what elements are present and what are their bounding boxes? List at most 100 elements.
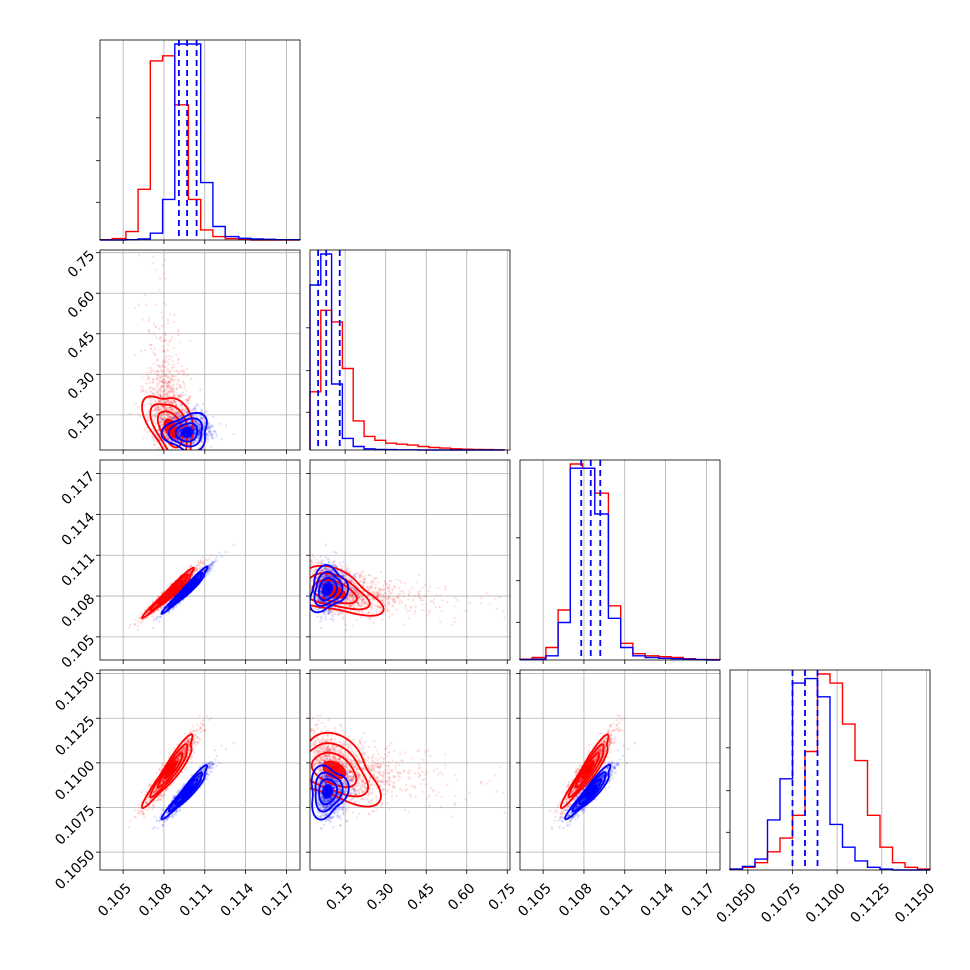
sample-point	[205, 558, 209, 562]
sample-point	[167, 383, 171, 387]
sample-point	[403, 623, 407, 626]
sample-point	[387, 589, 390, 593]
sample-point	[155, 377, 159, 381]
sample-point	[170, 375, 174, 378]
sample-point	[424, 594, 427, 598]
sample-point	[172, 375, 175, 378]
sample-point	[141, 376, 144, 379]
sample-point	[162, 429, 165, 433]
sample-point	[152, 388, 155, 391]
sample-point	[387, 590, 391, 594]
sample-point	[480, 602, 483, 605]
sample-point	[189, 564, 193, 567]
sample-point	[166, 384, 169, 388]
sample-point	[155, 391, 158, 394]
sample-point	[171, 366, 175, 370]
sample-point	[176, 383, 179, 386]
sample-point	[168, 386, 171, 389]
sample-point	[182, 373, 185, 377]
sample-point	[162, 340, 165, 343]
sample-point	[345, 564, 348, 567]
sample-point	[169, 381, 172, 385]
sample-point	[351, 597, 355, 600]
sample-point	[177, 434, 180, 438]
sample-point	[361, 600, 364, 603]
sample-point	[183, 371, 186, 375]
sample-point	[158, 408, 161, 411]
sample-point	[357, 610, 360, 613]
sample-point	[156, 382, 160, 385]
sample-point	[379, 587, 382, 590]
sample-point	[356, 604, 359, 607]
sample-point	[322, 594, 326, 597]
sample-point	[377, 587, 380, 590]
sample-point	[352, 596, 355, 599]
sample-point	[421, 586, 424, 589]
sample-point	[164, 401, 168, 405]
sample-point	[166, 349, 169, 352]
sample-point	[376, 591, 379, 595]
sample-point	[169, 400, 172, 403]
sample-point	[327, 557, 330, 560]
sample-point	[159, 336, 162, 339]
sample-point	[154, 304, 158, 307]
sample-point	[180, 393, 183, 397]
sample-point	[369, 586, 372, 589]
sample-point	[444, 588, 447, 591]
sample-point	[387, 585, 390, 589]
sample-point	[166, 389, 169, 392]
sample-point	[134, 808, 137, 812]
sample-point	[365, 604, 369, 607]
sample-point	[158, 401, 162, 404]
sample-point	[181, 380, 185, 383]
sample-point	[383, 603, 386, 606]
sample-point	[164, 408, 167, 411]
sample-point	[162, 405, 165, 408]
sample-point	[140, 611, 143, 615]
sample-point	[208, 718, 211, 721]
sample-point	[360, 598, 363, 601]
sample-point	[156, 389, 159, 392]
sample-point	[153, 352, 156, 356]
sample-point	[338, 561, 342, 564]
sample-point	[163, 381, 167, 384]
sample-point	[365, 612, 369, 616]
sample-point	[149, 391, 152, 394]
sample-point	[160, 780, 163, 783]
sample-point	[168, 406, 172, 409]
sample-point	[180, 406, 184, 409]
sample-point	[141, 618, 145, 621]
sample-point	[319, 587, 323, 591]
sample-point	[157, 407, 160, 410]
sample-point	[341, 564, 344, 568]
sample-point	[360, 599, 364, 603]
sample-point	[351, 580, 354, 584]
sample-point	[154, 400, 157, 403]
sample-point	[161, 395, 164, 399]
sample-point	[157, 327, 161, 331]
sample-point	[331, 582, 335, 585]
sample-point	[145, 413, 148, 416]
sample-point	[346, 597, 349, 601]
sample-point	[409, 605, 413, 608]
sample-point	[363, 575, 367, 578]
sample-point	[160, 384, 164, 387]
sample-point	[164, 393, 167, 396]
sample-point	[166, 367, 169, 370]
sample-point	[350, 593, 354, 597]
sample-point	[345, 598, 348, 602]
sample-point	[162, 369, 165, 372]
sample-point	[128, 117, 130, 119]
sample-point	[137, 405, 140, 409]
sample-point	[157, 373, 160, 377]
sample-point	[330, 574, 333, 578]
sample-point	[148, 381, 151, 385]
sample-point	[140, 388, 143, 391]
sample-point	[160, 417, 164, 420]
sample-point	[162, 393, 165, 396]
sample-point	[167, 368, 170, 371]
sample-point	[382, 584, 385, 587]
sample-point	[202, 730, 206, 733]
sample-point	[378, 589, 381, 592]
